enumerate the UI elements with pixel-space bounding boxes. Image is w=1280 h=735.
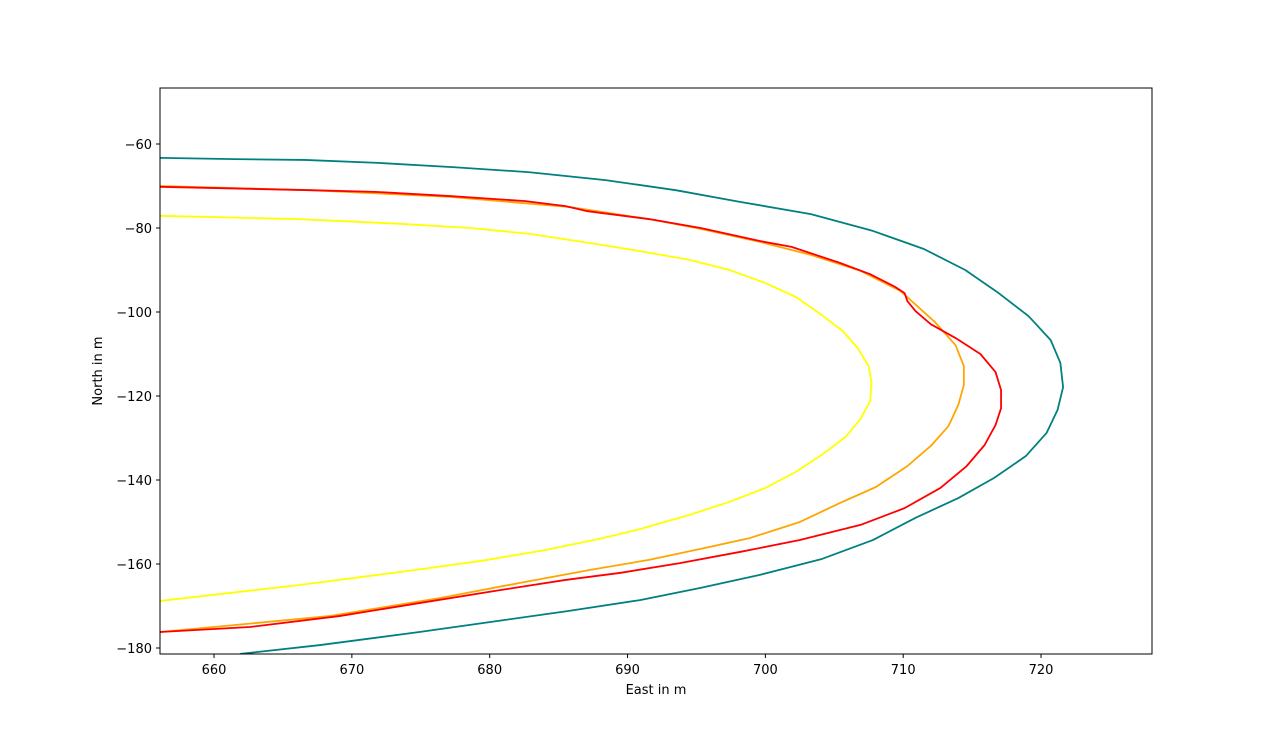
y-tick-label: −100 bbox=[116, 306, 152, 321]
x-tick-label: 690 bbox=[615, 663, 640, 678]
x-axis-label: East in m bbox=[626, 683, 687, 698]
y-tick-label: −80 bbox=[125, 222, 152, 237]
plot-lines bbox=[160, 156, 1064, 654]
y-tick-label: −160 bbox=[116, 558, 152, 573]
plot-frame bbox=[159, 87, 1153, 655]
x-tick-label: 670 bbox=[339, 663, 364, 678]
y-axis-label: North in m bbox=[91, 336, 106, 405]
x-tick-label: 720 bbox=[1029, 663, 1054, 678]
series-line bbox=[160, 185, 1002, 633]
y-tick-label: −140 bbox=[116, 474, 152, 489]
y-tick-label: −60 bbox=[125, 138, 152, 153]
y-tick-label: −180 bbox=[116, 642, 152, 657]
x-tick-label: 700 bbox=[753, 663, 778, 678]
x-tick-label: 680 bbox=[477, 663, 502, 678]
series-line bbox=[160, 214, 873, 602]
x-tick-label: 710 bbox=[891, 663, 916, 678]
series-line bbox=[160, 185, 965, 633]
y-tick-label: −120 bbox=[116, 390, 152, 405]
series-line bbox=[160, 156, 1064, 654]
x-tick-label: 660 bbox=[202, 663, 227, 678]
